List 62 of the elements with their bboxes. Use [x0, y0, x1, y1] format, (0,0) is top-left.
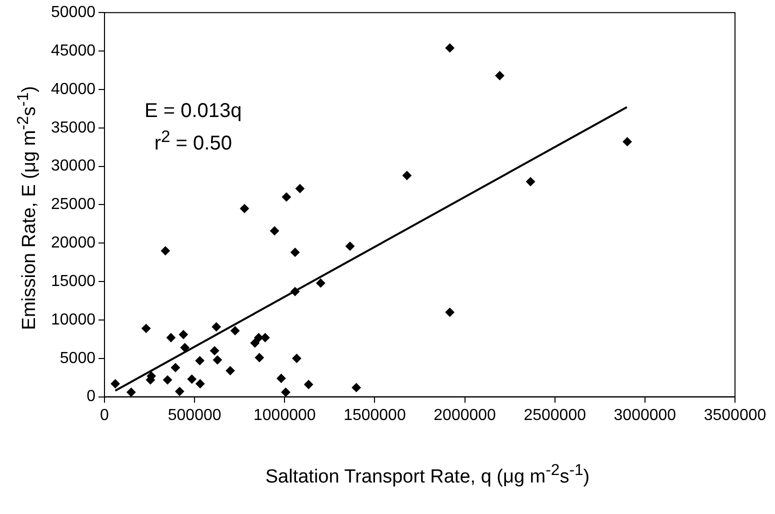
- y-tick-label: 15000: [50, 272, 96, 290]
- y-tick-label: 50000: [50, 4, 96, 22]
- annotation: E = 0.013q: [144, 98, 242, 124]
- point: [142, 324, 151, 333]
- point: [212, 322, 221, 332]
- point: [250, 338, 260, 348]
- x-tick-label: 0: [100, 406, 110, 424]
- point: [316, 278, 326, 288]
- point: [622, 137, 632, 146]
- point: [230, 326, 240, 336]
- point: [270, 226, 280, 236]
- point: [304, 380, 314, 390]
- point: [160, 246, 170, 256]
- point: [254, 353, 264, 362]
- x-tick-label: 2000000: [434, 406, 496, 424]
- point: [282, 192, 291, 202]
- point: [175, 386, 184, 396]
- point: [295, 184, 304, 194]
- x-tick-label: 3000000: [614, 406, 676, 424]
- point: [402, 171, 412, 180]
- point: [292, 354, 302, 363]
- x-tick-label: 500000: [168, 406, 222, 424]
- y-tick-label: 10000: [50, 311, 96, 328]
- point: [126, 388, 136, 397]
- point: [445, 43, 454, 52]
- point: [495, 71, 504, 80]
- point: [260, 333, 270, 342]
- x-axis-title: Saltation Transport Rate, q (μg m$^{-2}$s$^{-1}$): [264, 462, 591, 488]
- point: [195, 356, 204, 366]
- point: [196, 379, 205, 388]
- x-tick-label: 3500000: [704, 406, 766, 424]
- point: [346, 242, 355, 251]
- y-tick-label: 20000: [50, 234, 96, 252]
- annotation: r$^{2}$ = 0.50: [153, 126, 233, 156]
- point: [187, 374, 196, 384]
- y-tick-label: 40000: [50, 80, 96, 98]
- y-tick-label: 45000: [50, 42, 96, 60]
- point: [226, 366, 235, 376]
- y-tick-label: 0: [86, 388, 96, 406]
- point: [281, 388, 290, 397]
- point: [178, 330, 188, 340]
- point: [110, 379, 120, 388]
- x-tick-label: 1500000: [344, 406, 406, 424]
- point: [166, 333, 176, 342]
- point: [210, 346, 220, 356]
- point: [180, 343, 190, 352]
- point: [290, 287, 300, 296]
- y-tick-label: 5000: [60, 350, 96, 367]
- point: [526, 177, 536, 186]
- point: [170, 363, 180, 372]
- y-tick-label: 35000: [50, 119, 96, 136]
- point: [276, 374, 286, 383]
- point: [212, 355, 222, 364]
- point: [352, 383, 361, 392]
- y-tick-label: 25000: [50, 196, 96, 214]
- point: [163, 375, 172, 384]
- y-tick-label: 30000: [50, 158, 96, 175]
- point: [290, 248, 300, 257]
- point: [240, 204, 249, 214]
- x-tick-label: 2500000: [524, 406, 586, 424]
- x-tick-label: 1000000: [253, 406, 316, 424]
- point: [445, 308, 454, 317]
